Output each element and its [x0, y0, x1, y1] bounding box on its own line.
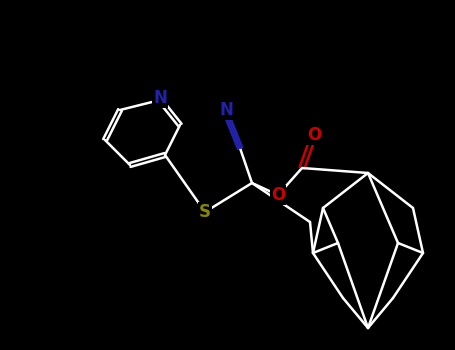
Text: N: N: [153, 89, 167, 107]
Text: O: O: [307, 126, 321, 144]
Text: N: N: [219, 101, 233, 119]
Text: S: S: [199, 203, 211, 221]
Text: O: O: [271, 186, 285, 204]
